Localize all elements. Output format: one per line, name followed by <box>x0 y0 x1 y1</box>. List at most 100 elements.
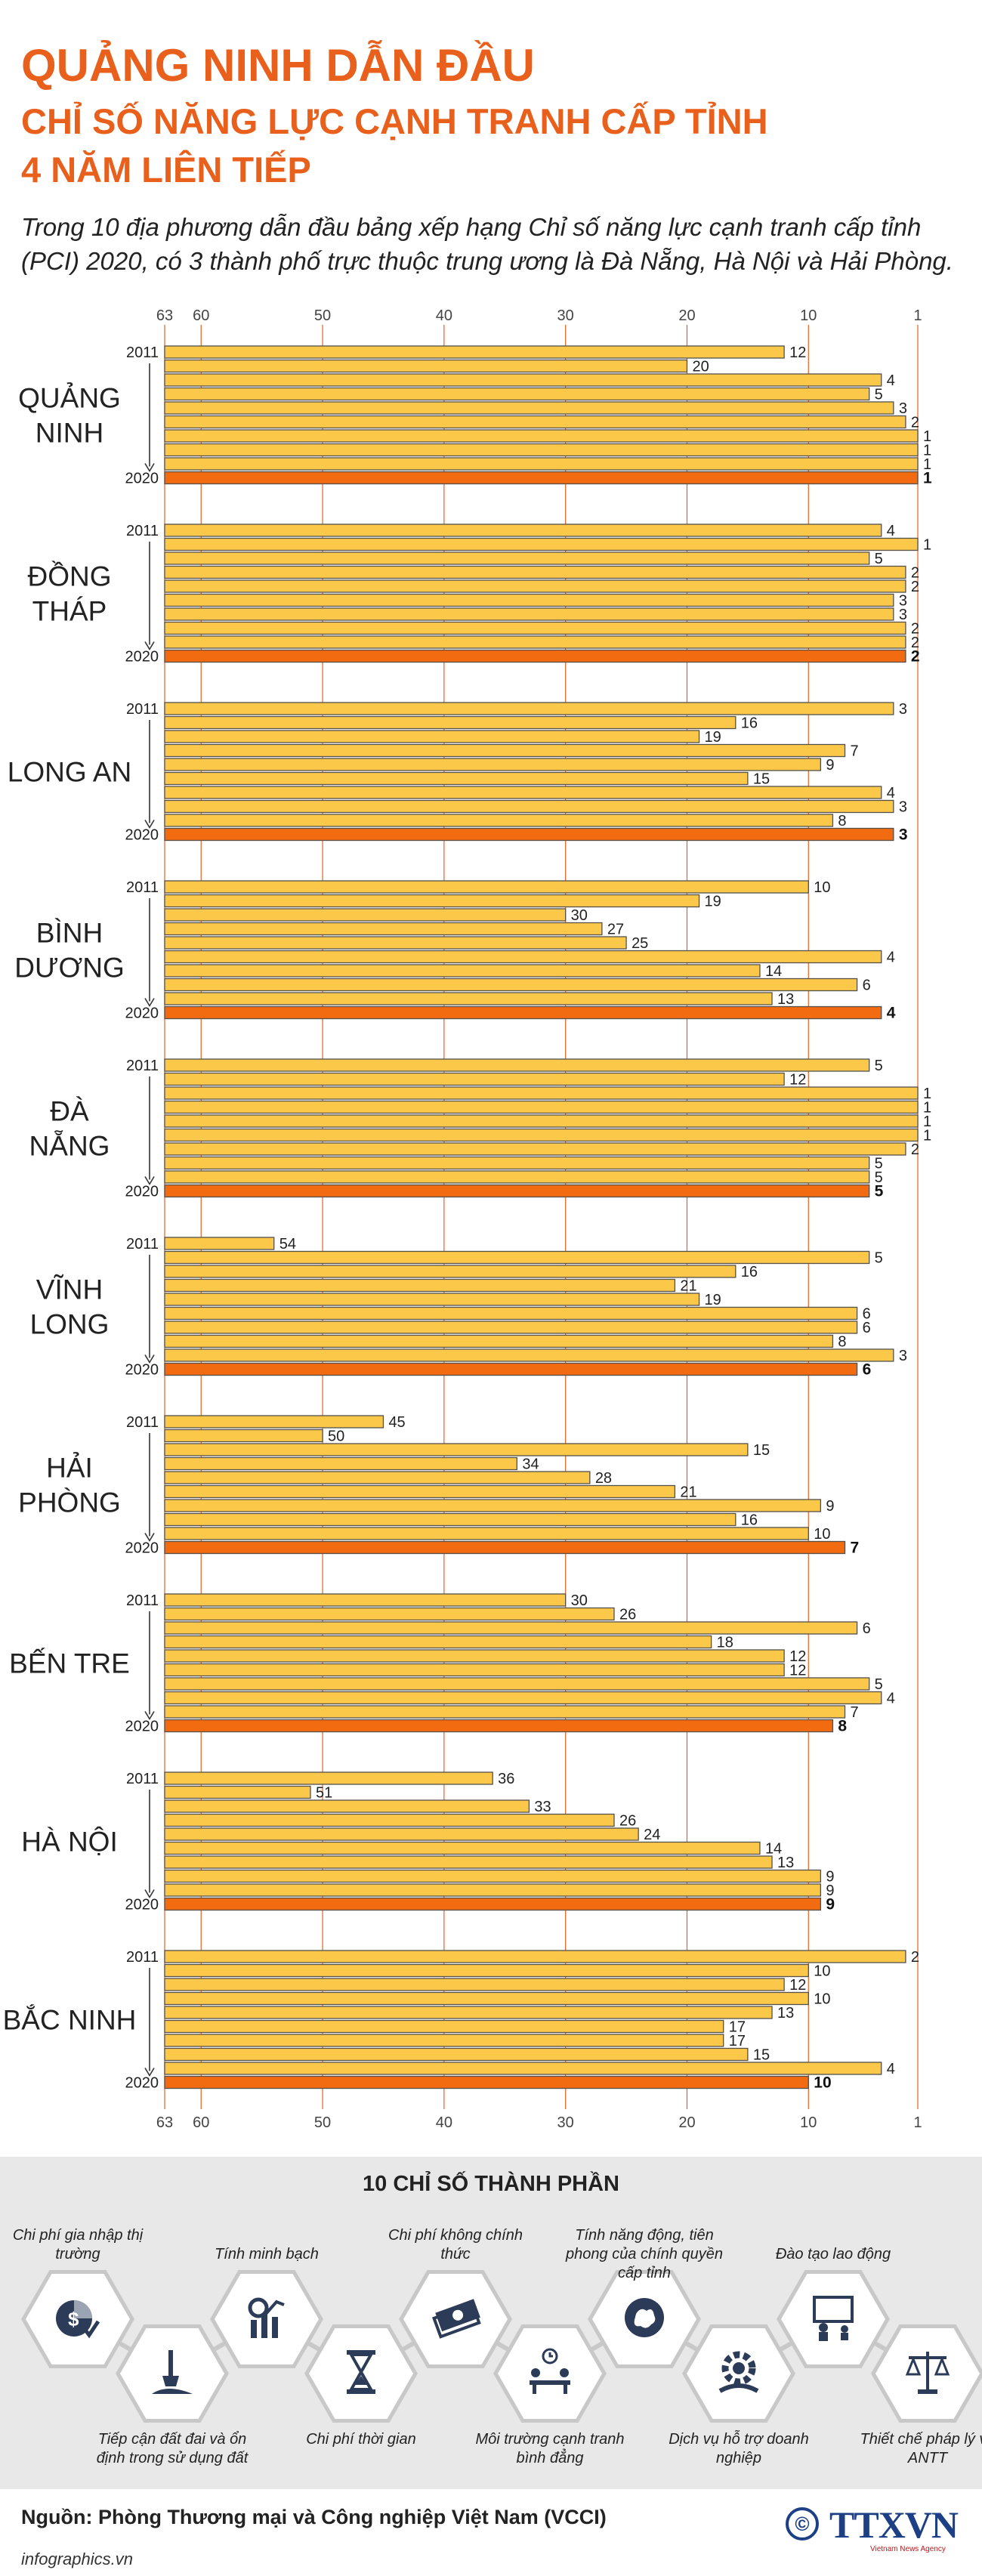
bar-2020 <box>164 1897 822 1911</box>
value-label-2012: 51 <box>316 1785 332 1802</box>
province-label: BÌNH <box>36 918 103 949</box>
component-hex-inner <box>781 2274 885 2364</box>
value-label-2012: 20 <box>692 359 709 375</box>
bar-2020 <box>164 1184 870 1198</box>
bar-2011 <box>164 1950 906 1963</box>
tick-top-20: 20 <box>678 307 695 324</box>
province-label: ĐÀ <box>50 1096 89 1127</box>
transparency-chart-icon <box>240 2291 293 2348</box>
component-hex-inner <box>687 2328 791 2419</box>
value-label-2012: 1 <box>923 537 931 554</box>
component-hex <box>116 2324 229 2423</box>
bar-2016 <box>164 1128 919 1142</box>
bar-2011 <box>164 1237 275 1250</box>
training-board-icon <box>807 2291 860 2348</box>
bar-2016 <box>164 1484 676 1499</box>
component-label: Tiếp cận đất đai và ổn định trong sử dụn… <box>96 2431 249 2466</box>
bar-2017 <box>164 2034 724 2047</box>
tick-bottom-63: 63 <box>156 2114 173 2131</box>
value-label-2015: 3 <box>899 400 907 417</box>
component-hex-inner <box>403 2274 508 2364</box>
bar-2015 <box>164 579 906 593</box>
value-label-2013: 15 <box>753 1442 770 1459</box>
province-label: BẾN TRE <box>9 1648 130 1679</box>
province-label: LONG AN <box>8 757 132 788</box>
bar-2015 <box>164 401 894 415</box>
bar-2018 <box>164 2047 749 2062</box>
bar-2018 <box>164 443 919 457</box>
value-label-2016: 1 <box>923 1128 931 1144</box>
bar-2014 <box>164 1991 809 2006</box>
bar-2012 <box>164 715 736 730</box>
bar-2017 <box>164 1677 870 1691</box>
province-label: NẴNG <box>29 1131 110 1162</box>
scales-icon <box>901 2346 954 2402</box>
bar-2019 <box>164 814 834 827</box>
value-label-2015: 24 <box>644 1827 660 1843</box>
bar-2011 <box>164 1415 384 1429</box>
bar-2015 <box>164 1293 700 1306</box>
bar-2015 <box>164 2006 773 2019</box>
value-label-2016: 4 <box>887 950 895 966</box>
bar-2014 <box>164 1813 615 1827</box>
value-label-2014: 5 <box>875 387 883 403</box>
year-end-label: 2020 <box>125 827 159 844</box>
bar-2020 <box>164 1005 882 1020</box>
component-label: Tính minh bạch <box>215 2246 319 2262</box>
value-label-2015: 25 <box>632 935 648 952</box>
province-label: THÁP <box>32 596 107 627</box>
year-start-label: 2011 <box>126 1592 159 1609</box>
bar-2020 <box>164 1719 834 1733</box>
bar-2011 <box>164 702 894 715</box>
year-arrow-head-icon <box>144 1354 155 1364</box>
bar-2012 <box>164 1963 809 1978</box>
value-label-2014: 34 <box>522 1456 539 1473</box>
bar-2020 <box>164 1362 858 1376</box>
year-end-label: 2020 <box>125 2075 159 2092</box>
pci-ranking-chart: 636360605050404030302020101011QUẢNGNINH2… <box>3 307 932 2131</box>
bar-2017 <box>164 607 894 621</box>
province-label: QUẢNG <box>18 383 121 414</box>
bar-2017 <box>164 786 882 799</box>
province-label: PHÒNG <box>18 1487 121 1518</box>
copyright-icon: © <box>786 2507 819 2540</box>
province-label: NINH <box>36 418 103 449</box>
bar-2017 <box>164 429 919 443</box>
source-text: Nguồn: Phòng Thương mại và Công nghiệp V… <box>21 2506 607 2528</box>
value-label-2014: 7 <box>851 743 859 760</box>
province-label: BẮC NINH <box>3 2004 137 2036</box>
value-label-2018: 8 <box>838 1334 846 1351</box>
value-label-2017: 3 <box>899 607 907 623</box>
value-label-2015: 13 <box>777 2005 794 2022</box>
value-label-2015: 19 <box>705 1292 721 1308</box>
value-label-2015: 1 <box>923 1113 931 1130</box>
bar-2013 <box>164 551 870 565</box>
province-label: LONG <box>30 1309 110 1340</box>
component-hex <box>493 2324 607 2423</box>
bar-2019 <box>164 635 906 649</box>
component-hex <box>682 2324 795 2423</box>
component-hex <box>304 2324 418 2423</box>
bar-2018 <box>164 1691 882 1705</box>
year-arrow-head-icon <box>144 998 155 1008</box>
bar-2013 <box>164 730 700 743</box>
value-label-2018: 9 <box>826 1869 834 1886</box>
year-arrow-head-icon <box>144 463 155 473</box>
site-name: infographics.vn <box>21 2550 133 2568</box>
value-label-2015: 2 <box>911 579 919 595</box>
bar-2019 <box>164 457 919 471</box>
bar-2015 <box>164 758 822 771</box>
bar-2018 <box>164 1512 736 1527</box>
tick-bottom-50: 50 <box>314 2114 331 2131</box>
bar-2015 <box>164 1649 785 1663</box>
component-label: Chi phí gia nhập thị trường <box>12 2227 144 2262</box>
bar-2014 <box>164 1278 676 1293</box>
year-arrow-head-icon <box>144 820 155 829</box>
value-label-2015: 9 <box>826 757 834 774</box>
value-label-2012: 10 <box>814 1963 830 1980</box>
bar-2012 <box>164 359 688 373</box>
value-label-2019: 13 <box>777 991 794 1008</box>
year-end-label: 2020 <box>125 1184 159 1200</box>
value-label-2017: 17 <box>729 2033 746 2049</box>
value-label-2012: 19 <box>705 894 721 910</box>
